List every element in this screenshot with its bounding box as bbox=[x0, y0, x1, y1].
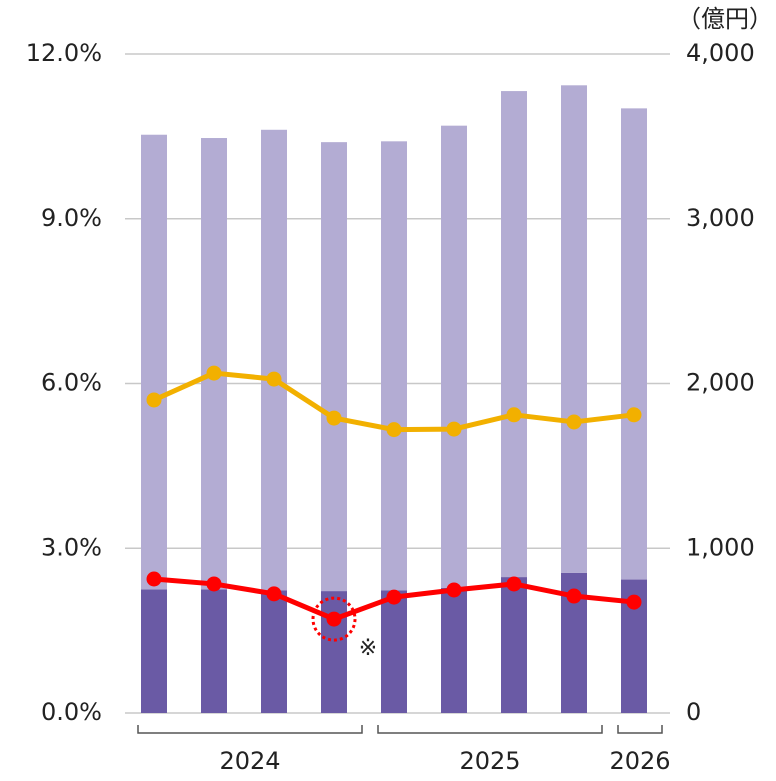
bar-segment bbox=[381, 141, 407, 591]
y-tick-label: 0.0% bbox=[41, 698, 102, 726]
bar-segment bbox=[441, 125, 467, 588]
point bbox=[266, 586, 282, 602]
group-bracket bbox=[137, 725, 363, 734]
bar-segment bbox=[441, 587, 467, 713]
bar-segment bbox=[141, 589, 167, 713]
group-label: 2026 bbox=[609, 747, 670, 775]
point bbox=[206, 365, 222, 381]
point bbox=[566, 414, 582, 430]
y2-tick-label: 3,000 bbox=[686, 204, 755, 232]
point bbox=[386, 589, 402, 605]
point bbox=[506, 407, 522, 423]
bar-segment bbox=[261, 129, 287, 591]
group-bracket bbox=[617, 725, 663, 734]
point bbox=[146, 392, 162, 408]
bar-segment bbox=[501, 577, 527, 713]
point bbox=[326, 410, 342, 426]
point bbox=[266, 371, 282, 387]
group-label: 2024 bbox=[219, 747, 280, 775]
point bbox=[506, 576, 522, 592]
point bbox=[626, 594, 642, 610]
y2-tick-label: 1,000 bbox=[686, 533, 755, 561]
point bbox=[446, 421, 462, 437]
y2-tick-label: 4,000 bbox=[686, 39, 755, 67]
y-tick-label: 12.0% bbox=[26, 39, 102, 67]
bar-segment bbox=[201, 589, 227, 713]
y-tick-label: 6.0% bbox=[41, 369, 102, 397]
point bbox=[326, 611, 342, 627]
group-label: 2025 bbox=[459, 747, 520, 775]
bar-segment bbox=[321, 142, 347, 592]
bar-segment bbox=[321, 591, 347, 713]
bar-segment bbox=[201, 138, 227, 590]
note-mark: ※ bbox=[359, 636, 377, 661]
point bbox=[386, 422, 402, 438]
y2-unit: （億円） bbox=[677, 5, 773, 33]
point bbox=[626, 407, 642, 423]
bar-segment bbox=[501, 91, 527, 578]
point bbox=[146, 571, 162, 587]
point bbox=[566, 588, 582, 604]
y-tick-label: 3.0% bbox=[41, 533, 102, 561]
bar-segment bbox=[561, 85, 587, 573]
y2-tick-label: 2,000 bbox=[686, 369, 755, 397]
bar-segment bbox=[381, 590, 407, 713]
point bbox=[206, 576, 222, 592]
group-bracket bbox=[377, 725, 603, 734]
bar-segment bbox=[261, 590, 287, 713]
y2-tick-label: 0 bbox=[686, 698, 701, 726]
y-tick-label: 9.0% bbox=[41, 204, 102, 232]
highlight-ring bbox=[311, 596, 357, 642]
bar-segment bbox=[621, 108, 647, 580]
bar-segment bbox=[141, 134, 167, 590]
point bbox=[446, 582, 462, 598]
